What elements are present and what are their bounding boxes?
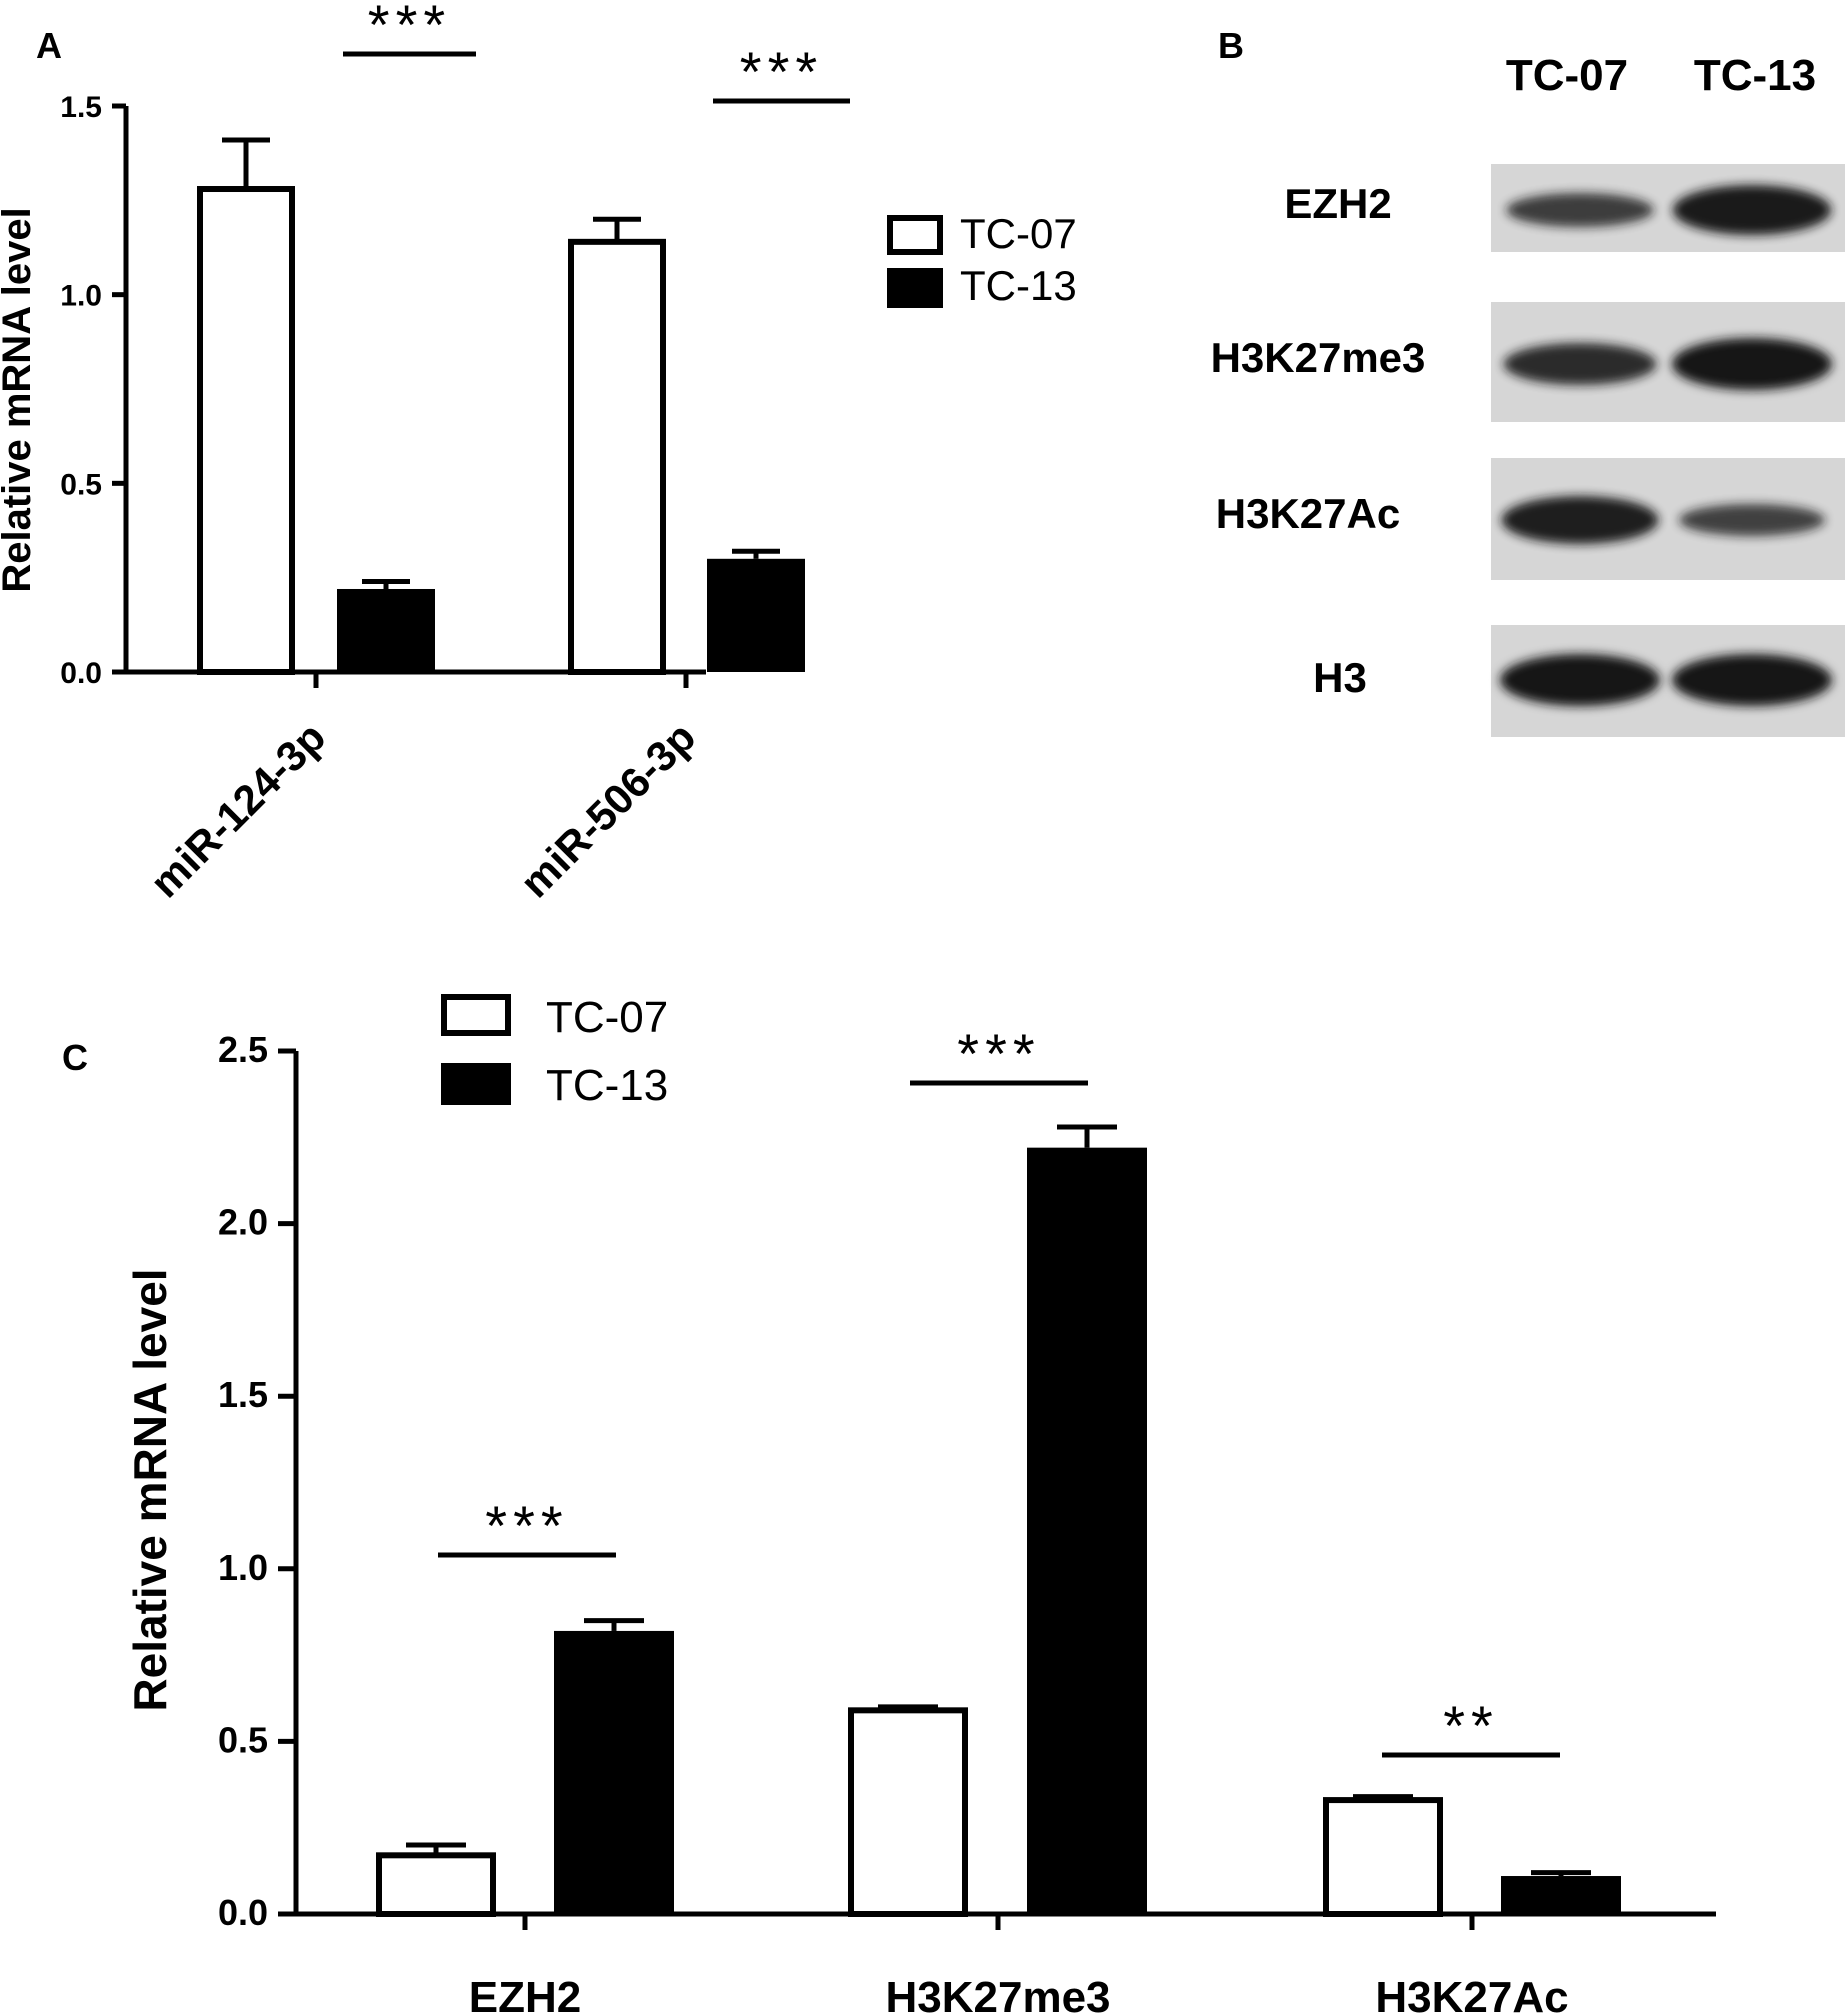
chart-c-y-tick-label: 0.5 xyxy=(218,1719,268,1760)
blot-band-h3k27ac-tc-07 xyxy=(1501,496,1659,544)
chart-c-y-tick-label: 2.0 xyxy=(218,1202,268,1243)
chart-a-y-tick-label: 1.0 xyxy=(60,280,102,313)
chart-c-y-tick-label: 2.5 xyxy=(218,1029,268,1070)
chart-a-y-tick-label: 0.0 xyxy=(60,657,102,690)
chart-c: Relative mRNA level TC-07 TC-13 0.0 0.5 1.… xyxy=(124,993,1716,2016)
blot-band-ezh2-tc-13 xyxy=(1672,185,1832,235)
chart-a-y-axis-label: Relative mRNA level xyxy=(0,207,39,592)
blot-lane-label-tc07: TC-07 xyxy=(1506,51,1628,100)
chart-c-y-tick-label: 0.0 xyxy=(218,1892,268,1933)
panel-label-c: C xyxy=(62,1037,88,1078)
chart-c-category-label-ezh2: EZH2 xyxy=(469,1973,581,2016)
blot-lane-label-tc13: TC-13 xyxy=(1694,51,1816,100)
western-blot: TC-07 TC-13 EZH2 H3K27me3 H3K27Ac H3 xyxy=(1211,51,1845,737)
chart-a-bar-tc-07 xyxy=(568,238,666,675)
chart-c-legend-swatch-tc07 xyxy=(441,994,511,1036)
blot-band-h3-tc-07 xyxy=(1500,654,1660,706)
chart-a-category-label-mir-506-3p: miR-506-3p xyxy=(511,713,704,906)
chart-c-bar-tc-13 xyxy=(1501,1876,1621,1914)
chart-c-bar-tc-07 xyxy=(1323,1797,1443,1917)
blot-row-label-h3: H3 xyxy=(1313,654,1367,701)
blot-band-h3k27ac-tc-13 xyxy=(1679,504,1825,536)
chart-a-legend-label-tc07: TC-07 xyxy=(960,210,1077,257)
chart-c-y-tick-label: 1.0 xyxy=(218,1547,268,1588)
blot-row-label-ezh2: EZH2 xyxy=(1284,180,1391,227)
chart-a-legend: TC-07 TC-13 xyxy=(887,210,1077,309)
chart-a-significance-marker: *** xyxy=(368,0,451,56)
chart-c-legend: TC-07 TC-13 xyxy=(441,993,668,1110)
blot-row-label-h3k27me3: H3K27me3 xyxy=(1211,334,1426,381)
panel-label-b: B xyxy=(1218,25,1244,66)
panel-label-a: A xyxy=(36,25,62,66)
blot-band-h3k27me3-tc-07 xyxy=(1503,343,1657,385)
chart-c-bar-tc-13 xyxy=(1027,1147,1147,1914)
chart-a-legend-label-tc13: TC-13 xyxy=(960,262,1077,309)
blot-band-h3k27me3-tc-13 xyxy=(1672,338,1832,390)
blot-band-h3-tc-13 xyxy=(1672,654,1832,706)
chart-c-y-tick-label: 1.5 xyxy=(218,1374,268,1415)
chart-a-legend-swatch-tc13 xyxy=(887,268,943,308)
blot-row-label-h3k27ac: H3K27Ac xyxy=(1216,490,1400,537)
chart-c-bar-tc-07 xyxy=(376,1852,496,1918)
chart-c-category-label-h3k27me3: H3K27me3 xyxy=(885,1973,1110,2016)
chart-a-bar-tc-07 xyxy=(197,186,295,675)
chart-c-legend-label-tc07: TC-07 xyxy=(546,993,668,1042)
chart-a-y-tick-label: 1.5 xyxy=(60,91,102,124)
chart-a-category-label-mir-124-3p: miR-124-3p xyxy=(141,713,334,906)
chart-c-significance-marker: *** xyxy=(957,1022,1040,1085)
chart-c-significance-marker: *** xyxy=(485,1494,568,1557)
chart-a-significance-marker: *** xyxy=(740,40,823,103)
chart-a-bar-tc-13 xyxy=(707,558,805,672)
chart-c-legend-label-tc13: TC-13 xyxy=(546,1061,668,1110)
chart-a: Relative mRNA level TC-07 TC-13 0.0 0.5 1.… xyxy=(0,0,1077,906)
chart-c-bar-tc-07 xyxy=(848,1707,968,1918)
chart-a-bar-tc-13 xyxy=(337,588,435,672)
chart-a-y-tick-label: 0.5 xyxy=(60,468,102,501)
chart-c-bar-tc-13 xyxy=(554,1630,674,1914)
chart-c-y-axis-label: Relative mRNA level xyxy=(124,1268,176,1711)
chart-c-legend-swatch-tc13 xyxy=(441,1063,511,1105)
chart-c-significance-marker: ** xyxy=(1443,1694,1499,1757)
chart-a-legend-swatch-tc07 xyxy=(887,215,943,255)
blot-band-ezh2-tc-07 xyxy=(1506,193,1654,227)
chart-c-category-label-h3k27ac: H3K27Ac xyxy=(1375,1973,1568,2016)
